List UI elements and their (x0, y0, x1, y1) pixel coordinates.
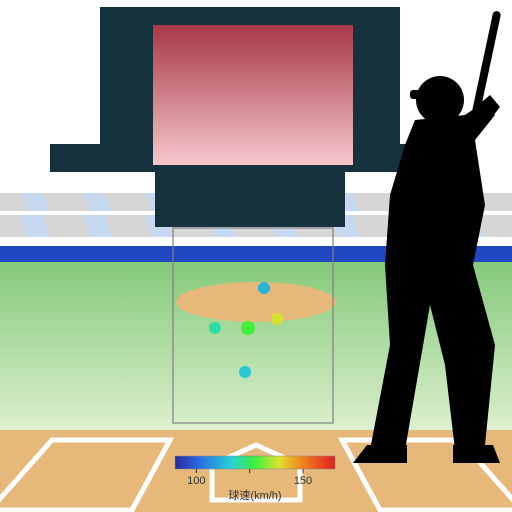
pitch-chart: 100 150 球速(km/h) (0, 0, 512, 512)
colorbar-label: 球速(km/h) (228, 488, 281, 502)
pitch-marker (239, 366, 251, 378)
colorbar-tick: 150 (294, 475, 312, 487)
pitch-marker (271, 313, 283, 325)
pitch-marker (241, 321, 255, 335)
pitch-marker (209, 322, 221, 334)
pitch-marker (258, 282, 270, 294)
colorbar-tick: 100 (187, 475, 205, 487)
